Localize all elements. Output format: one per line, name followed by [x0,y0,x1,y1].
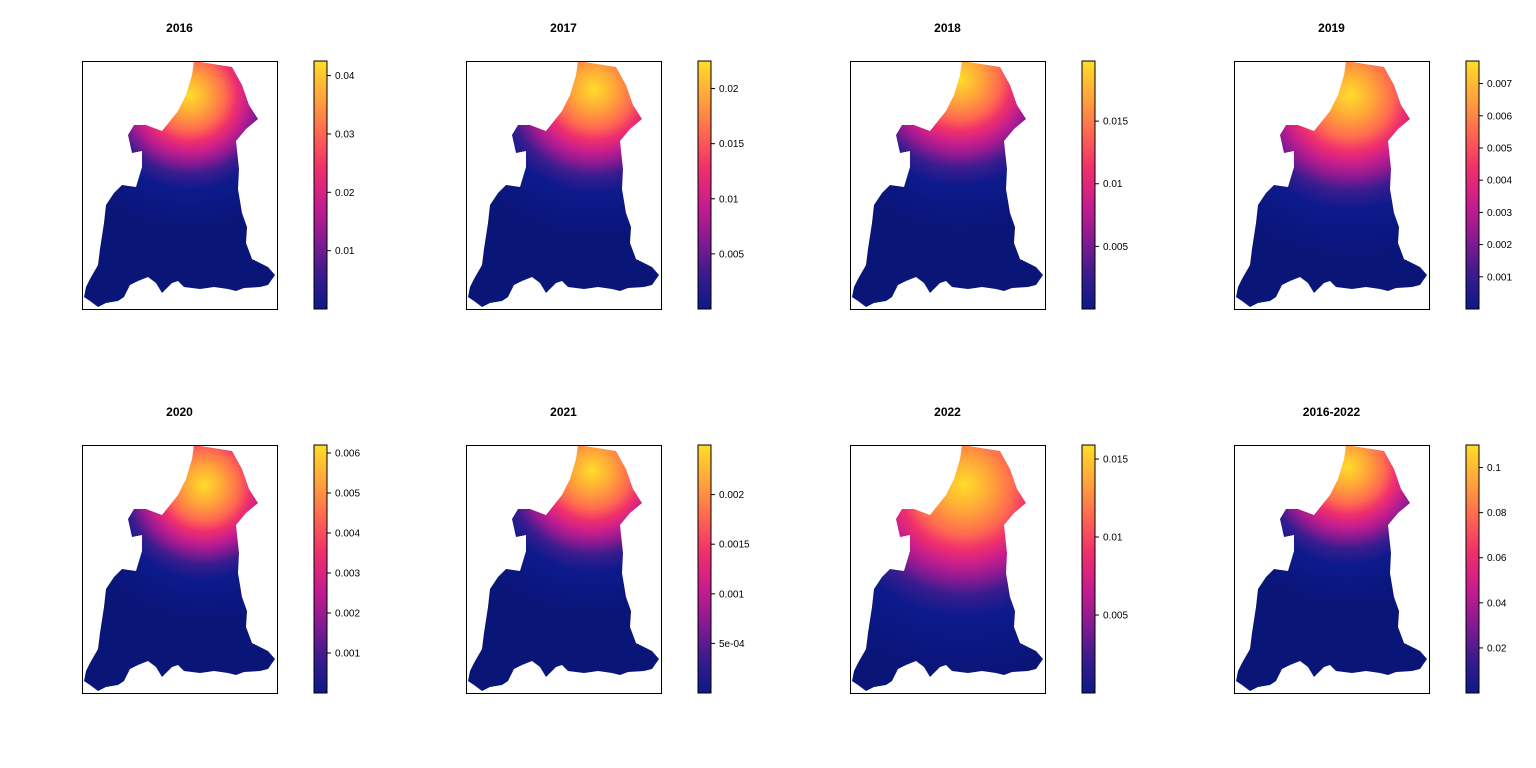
map-frame [466,61,662,310]
map-panel: 2021 5e-04 0.001 0.0015 0.002 [466,405,750,694]
panel-title: 2016-2022 [1303,405,1361,419]
map-frame [82,445,278,694]
color-key-tick-label: 0.02 [719,84,739,95]
color-key-tick-label: 0.0015 [719,540,750,551]
color-key-tick-label: 0.03 [335,129,355,140]
region-map [468,61,659,307]
color-key-tick-label: 0.004 [1487,176,1512,187]
panel-title: 2020 [166,405,193,419]
region-map [468,445,659,691]
map-panel: 2016 0.01 0.02 0.03 0.04 [82,21,355,310]
color-key-tick-label: 0.005 [1103,611,1128,622]
color-key-tick-label: 5e-04 [719,639,745,650]
color-key-bar [1465,444,1480,694]
color-key-tick-label: 0.015 [1103,455,1128,466]
map-frame [1234,445,1430,694]
color-key-tick-label: 0.02 [335,188,355,199]
color-key-bar [313,444,328,694]
color-key-tick-label: 0.015 [719,139,744,150]
color-key-bar [697,444,712,694]
panel-title: 2017 [550,21,577,35]
map-frame [1234,61,1430,310]
region-map [84,445,275,691]
color-key-tick-label: 0.01 [1103,179,1123,190]
panel-title: 2019 [1318,21,1345,35]
color-key-tick-label: 0.06 [1487,553,1507,564]
color-key-tick-label: 0.006 [335,449,360,460]
color-key-tick-label: 0.005 [1103,242,1128,253]
map-panel: 2016-2022 0.02 0.04 0.06 0.08 0.1 [1234,405,1507,694]
color-key-bar [697,60,712,310]
region-map [84,61,275,307]
map-panel: 2019 0.001 0.002 0.003 0.004 0.005 0.006 0.007 [1234,21,1512,310]
color-key-tick-label: 0.006 [1487,111,1512,122]
panel-title: 2021 [550,405,577,419]
color-key-tick-label: 0.01 [1103,533,1123,544]
color-key-tick-label: 0.01 [335,246,355,257]
region-map [852,445,1043,691]
color-key-tick-label: 0.002 [335,609,360,620]
panel-title: 2018 [934,21,961,35]
region-map [1236,61,1427,307]
region-map [852,61,1043,307]
map-frame [466,445,662,694]
color-key-tick-label: 0.003 [335,569,360,580]
color-key-bar [1081,60,1096,310]
map-frame [850,445,1046,694]
color-key-tick-label: 0.01 [719,194,739,205]
color-key-tick-label: 0.005 [719,249,744,260]
map-frame [850,61,1046,310]
color-key-bar [313,60,328,310]
color-key-tick-label: 0.08 [1487,508,1507,519]
color-key-tick-label: 0.04 [1487,598,1507,609]
color-key-tick-label: 0.002 [719,490,744,501]
panel-title: 2016 [166,21,193,35]
color-key-tick-label: 0.003 [1487,208,1512,219]
region-map [1236,445,1427,691]
color-key-tick-label: 0.04 [335,71,355,82]
color-key-tick-label: 0.007 [1487,79,1512,90]
color-key-tick-label: 0.1 [1487,463,1501,474]
color-key-tick-label: 0.02 [1487,643,1507,654]
map-panel: 2022 0.005 0.01 0.015 [850,405,1128,694]
color-key-tick-label: 0.001 [335,649,360,660]
color-key-tick-label: 0.005 [335,489,360,500]
color-key-tick-label: 0.001 [1487,272,1512,283]
color-key-tick-label: 0.015 [1103,117,1128,128]
panel-title: 2022 [934,405,961,419]
map-panel: 2018 0.005 0.01 0.015 [850,21,1128,310]
color-key-tick-label: 0.001 [719,589,744,600]
color-key-tick-label: 0.004 [335,529,360,540]
color-key-bar [1465,60,1480,310]
map-panel: 2020 0.001 0.002 0.003 0.004 0.005 0.006 [82,405,360,694]
map-frame [82,61,278,310]
map-panel: 2017 0.005 0.01 0.015 0.02 [466,21,744,310]
color-key-bar [1081,444,1096,694]
color-key-tick-label: 0.005 [1487,143,1512,154]
color-key-tick-label: 0.002 [1487,240,1512,251]
